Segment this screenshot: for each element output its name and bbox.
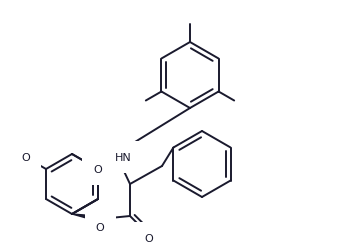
Text: O: O	[21, 152, 29, 162]
Text: O: O	[93, 164, 102, 174]
Polygon shape	[72, 214, 101, 222]
Text: O: O	[97, 221, 105, 231]
Text: O: O	[145, 233, 154, 243]
Text: O: O	[22, 152, 30, 162]
Text: O: O	[95, 164, 103, 174]
Text: HN: HN	[115, 152, 131, 162]
Text: O: O	[145, 233, 153, 243]
Text: HN: HN	[115, 152, 131, 162]
Text: O: O	[96, 222, 104, 232]
